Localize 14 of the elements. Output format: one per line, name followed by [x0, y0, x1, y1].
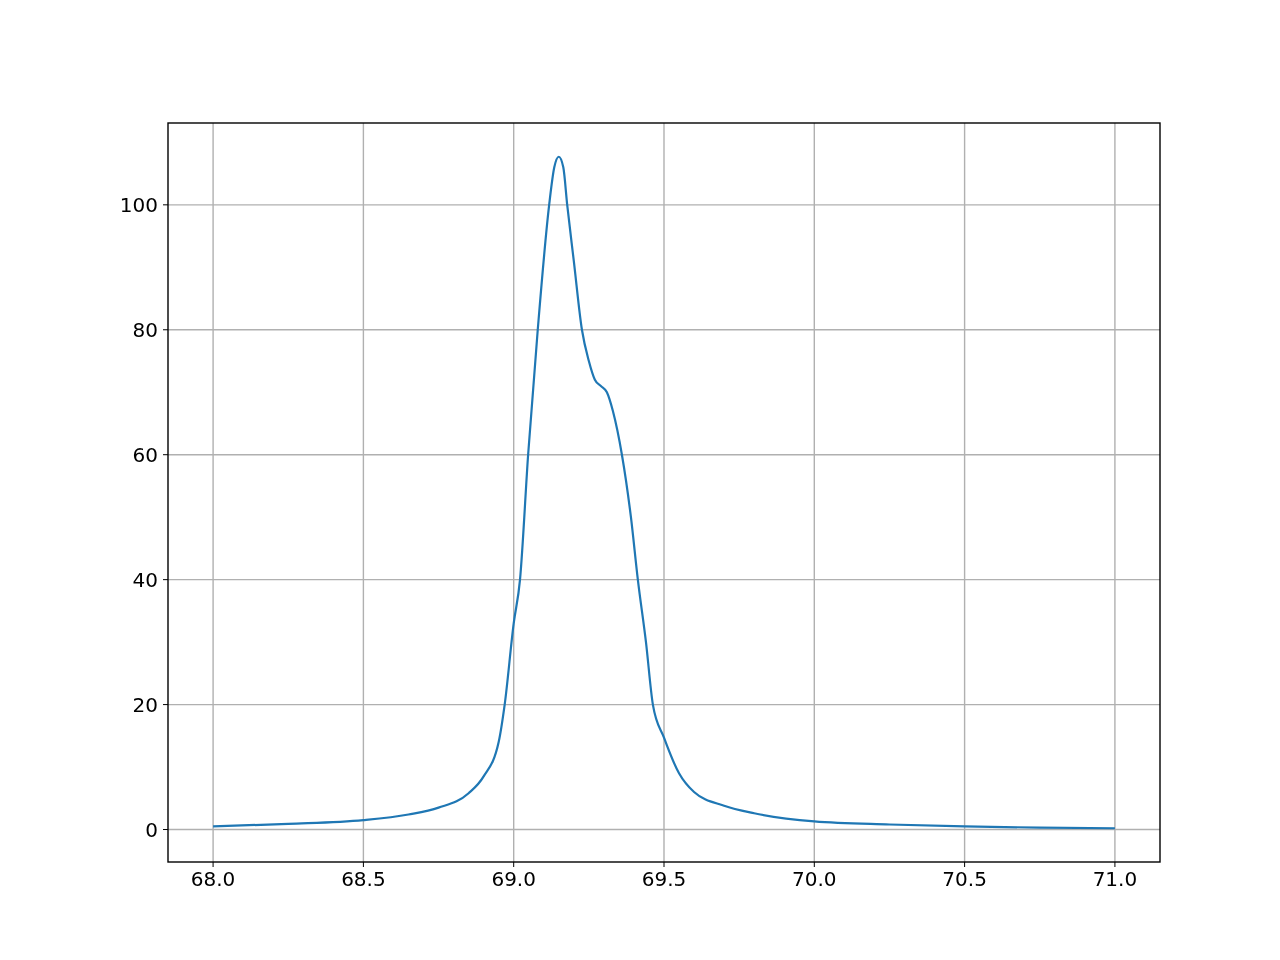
x-tick-label: 70.0	[792, 867, 837, 891]
line-series	[211, 155, 1117, 830]
x-tick-label: 71.0	[1092, 867, 1138, 891]
y-tick-label: 60	[132, 442, 158, 467]
x-tick-label: 70.5	[942, 867, 987, 891]
x-tick-label: 69.0	[491, 867, 536, 891]
y-tick-label: 40	[132, 567, 158, 592]
y-tick-label: 100	[119, 192, 158, 217]
x-tick-label: 68.0	[190, 867, 236, 891]
y-tick-label: 80	[132, 317, 158, 342]
x-tick-label: 69.5	[641, 867, 687, 891]
x-tick-label: 68.5	[341, 867, 386, 891]
y-tick-label: 0	[145, 817, 158, 842]
y-tick-label: 20	[132, 692, 158, 717]
